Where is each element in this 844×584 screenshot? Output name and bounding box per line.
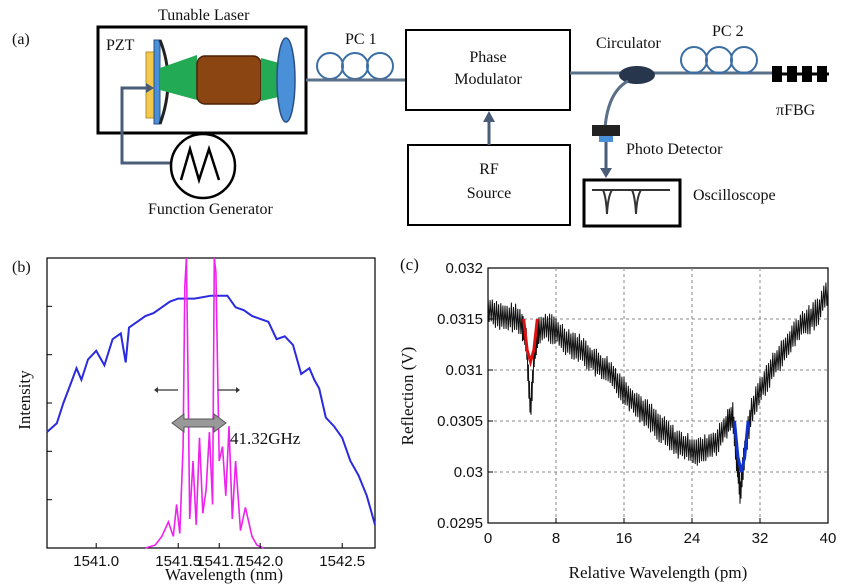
panel-c-x-tick-label: 0 <box>484 530 492 547</box>
rf-arrow <box>483 111 495 122</box>
photodetector-window <box>599 136 613 142</box>
pzt-drive-wire <box>120 86 171 165</box>
panel-c-ticks: 0 8 16 24 32 40 0.0295 0.03 0.0305 0.031 0.0315 0.0… <box>437 260 836 547</box>
panel-c-x-label: Relative Wavelength (pm) <box>569 563 748 582</box>
pd-arrow <box>600 168 612 178</box>
panel-c-y-label: Reflection (V) <box>398 347 417 446</box>
panel-b-x-tick-label: 1541.5 <box>155 553 201 570</box>
panel-c-x-tick-label: 24 <box>684 530 701 547</box>
panel-c-x-tick-label: 16 <box>616 530 633 547</box>
panel-c-y-tick-label: 0.032 <box>445 260 483 277</box>
panel-b-series-line-1 <box>145 257 264 549</box>
panel-b-y-label: Intensity <box>15 370 34 430</box>
panel-c-x-tick-label: 40 <box>820 530 837 547</box>
pc1-label: PC 1 <box>345 31 377 48</box>
triangle-wave-icon <box>179 144 221 185</box>
fsr-double-arrow-icon <box>171 413 227 433</box>
photodetector-label: Photo Detector <box>626 141 723 158</box>
oscilloscope-trace-icon <box>592 189 670 215</box>
panel-c-label: (c) <box>400 255 419 274</box>
panel-b-y-ticks <box>47 305 52 501</box>
fsr-arrow-left-head <box>154 387 158 393</box>
panel-b-series <box>46 257 376 549</box>
panel-c-series <box>487 282 829 504</box>
panel-b-x-tick-label: 1541.0 <box>73 553 119 570</box>
panel-c-series-line-1 <box>522 318 539 368</box>
grating-element <box>153 39 161 125</box>
pc1-icon <box>316 52 394 80</box>
panel-c-x-tick-label: 32 <box>752 530 769 547</box>
oscilloscope-label: Oscilloscope <box>693 187 776 204</box>
phase-modulator-box <box>405 29 571 111</box>
panel-c-y-tick-label: 0.0295 <box>437 515 483 532</box>
panel-c-series-line-0 <box>487 282 829 504</box>
fsr-arrow-right-head <box>236 387 240 393</box>
rf-source-line2: Source <box>467 185 511 202</box>
fiber-circulator-pd <box>603 79 629 129</box>
circulator-icon <box>619 66 655 84</box>
tunable-laser-label: Tunable Laser <box>158 7 250 24</box>
photodetector-icon <box>592 125 620 136</box>
panel-a: (a) Tunable Laser PZT Function Generator… <box>12 7 829 228</box>
pc2-label: PC 2 <box>712 23 744 40</box>
function-generator-label: Function Generator <box>148 201 274 218</box>
pifbg-label: πFBG <box>776 102 816 119</box>
panel-c-y-tick-label: 0.0315 <box>437 311 483 328</box>
circulator-label: Circulator <box>596 35 662 52</box>
panel-c-frame <box>487 267 829 524</box>
lens <box>276 37 296 123</box>
phase-modulator-line1: Phase <box>469 49 506 66</box>
phase-modulator-line2: Modulator <box>454 71 522 88</box>
panel-b-series-line-0 <box>46 294 376 526</box>
pzt-label: PZT <box>106 37 135 54</box>
fsr-annotation: 41.32GHz <box>230 429 301 448</box>
oscilloscope-box <box>582 178 682 228</box>
panel-b-label: (b) <box>12 259 31 276</box>
panel-b-x-tick-label: 1542.0 <box>237 553 283 570</box>
panel-b-x-label: Wavelength (nm) <box>165 565 283 584</box>
panel-c-y-tick-label: 0.03 <box>454 464 483 481</box>
panel-c: (c) 0 8 16 24 32 40 0.0295 0.03 0.0305 0.031 0.031… <box>398 255 836 582</box>
panel-c-grid <box>488 268 828 523</box>
panel-c-series-line-2 <box>733 420 750 473</box>
gain-chip <box>196 55 262 105</box>
panel-c-y-tick-label: 0.0305 <box>437 413 483 430</box>
beam-left <box>160 55 197 100</box>
pzt-drive-arrow <box>146 83 154 93</box>
rf-source-line1: RF <box>479 161 499 178</box>
rf-source-box <box>407 144 571 226</box>
panel-a-label: (a) <box>12 31 30 48</box>
panel-c-y-tick-label: 0.031 <box>445 362 483 379</box>
panel-b-x-tick-label: 1541.7 <box>196 553 242 570</box>
pc2-icon <box>680 46 758 74</box>
panel-b-x-tick-label: 1542.5 <box>319 553 365 570</box>
panel-c-x-tick-label: 8 <box>552 530 560 547</box>
panel-b-frame <box>46 257 376 549</box>
